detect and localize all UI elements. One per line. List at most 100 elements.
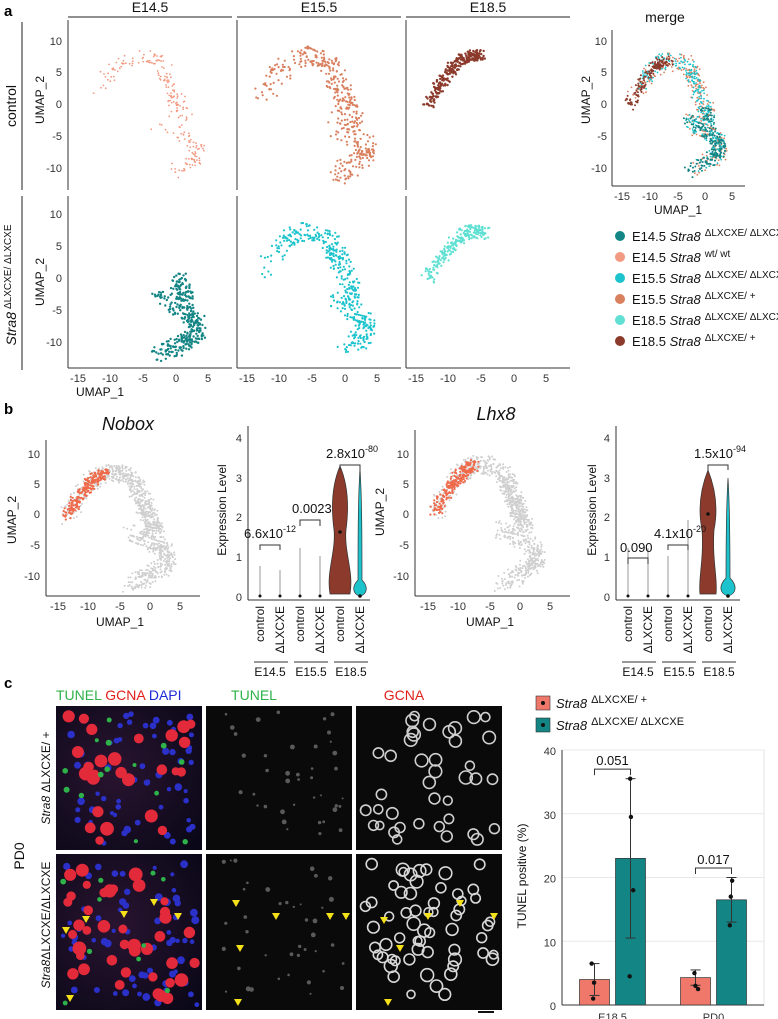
umap-point — [261, 94, 264, 97]
umap-point — [700, 95, 703, 97]
umap-point — [541, 550, 544, 553]
umap-point — [328, 81, 331, 84]
umap-point — [124, 466, 127, 468]
umap-point — [120, 472, 123, 475]
umap-point — [362, 338, 365, 341]
umap-point — [311, 64, 314, 67]
umap-point — [341, 84, 344, 87]
umap-point — [523, 519, 525, 522]
umap-point — [504, 466, 507, 469]
umap-point — [506, 503, 509, 506]
umap-point — [165, 86, 168, 88]
umap-point — [700, 120, 703, 122]
umap-point — [358, 306, 361, 309]
umap-point — [341, 307, 344, 310]
umap-point — [645, 91, 647, 94]
umap-point — [147, 525, 149, 528]
umap-point — [161, 555, 163, 558]
umap-point — [315, 235, 318, 238]
umap-point — [526, 518, 529, 521]
umap-point — [437, 85, 441, 88]
umap-point — [522, 574, 525, 577]
umap-point — [144, 518, 147, 521]
umap-point — [298, 51, 302, 54]
umap-point — [143, 528, 146, 531]
umap-point — [186, 107, 189, 110]
umap-point — [664, 67, 667, 70]
umap-point — [503, 535, 506, 538]
umap-point — [715, 137, 717, 140]
umap-point — [342, 295, 346, 298]
umap-point — [179, 105, 182, 107]
umap-point — [480, 235, 483, 239]
umap-point — [76, 483, 79, 486]
umap-point — [630, 102, 633, 105]
umap-point — [155, 529, 158, 532]
umap-point — [710, 124, 713, 127]
umap-point — [337, 131, 340, 134]
umap-point — [691, 96, 694, 99]
umap-point — [280, 82, 283, 85]
umap-point — [176, 95, 179, 98]
umap-point — [701, 89, 703, 92]
umap-point — [700, 122, 703, 125]
umap-point — [93, 475, 96, 478]
umap-point — [459, 237, 462, 240]
umap-point — [327, 236, 330, 239]
umap-point — [163, 573, 166, 576]
umap-point — [501, 577, 504, 580]
umap-point — [341, 246, 344, 249]
umap-point — [675, 58, 677, 61]
umap-point — [355, 117, 359, 120]
umap-point — [510, 511, 513, 514]
umap-point — [191, 164, 194, 166]
umap-point — [626, 94, 629, 97]
umap-point — [462, 59, 465, 62]
umap-point — [530, 531, 533, 534]
umap-point — [360, 303, 363, 306]
umap-point — [642, 70, 644, 72]
umap-point — [345, 298, 348, 301]
umap-point — [449, 252, 452, 255]
umap-point — [443, 249, 446, 252]
umap-point — [461, 62, 464, 66]
umap-point — [697, 159, 700, 162]
umap-point — [690, 116, 693, 119]
umap-point — [348, 343, 351, 347]
umap-point — [350, 304, 353, 307]
umap-point — [353, 296, 356, 299]
a-ytick: -5 — [597, 131, 607, 143]
umap-point — [674, 65, 677, 67]
umap-point — [430, 274, 433, 277]
umap-point — [356, 286, 360, 289]
umap-point — [348, 161, 351, 164]
umap-point — [348, 96, 351, 99]
umap-point — [172, 287, 175, 290]
umap-point — [524, 518, 527, 521]
umap-point — [144, 572, 147, 575]
umap-point — [185, 157, 188, 160]
umap-point — [522, 530, 525, 533]
umap-point — [661, 65, 664, 68]
umap-point — [540, 545, 543, 548]
umap-point — [464, 52, 467, 55]
umap-point — [168, 94, 171, 97]
umap-point — [471, 58, 474, 61]
umap-point — [367, 311, 370, 315]
umap-point — [292, 55, 295, 58]
umap-point — [147, 568, 149, 571]
umap-point — [338, 260, 341, 264]
umap-point — [481, 230, 484, 233]
umap-point — [355, 110, 358, 113]
umap-point — [138, 584, 141, 587]
umap-point — [429, 98, 432, 101]
umap-point — [190, 316, 193, 319]
umap-point — [437, 262, 440, 265]
umap-point — [503, 588, 506, 591]
umap-point — [714, 139, 717, 142]
umap-point — [532, 566, 535, 569]
umap-point — [459, 65, 462, 68]
umap-point — [504, 479, 506, 482]
umap-point — [183, 339, 186, 343]
umap-point — [512, 497, 514, 500]
